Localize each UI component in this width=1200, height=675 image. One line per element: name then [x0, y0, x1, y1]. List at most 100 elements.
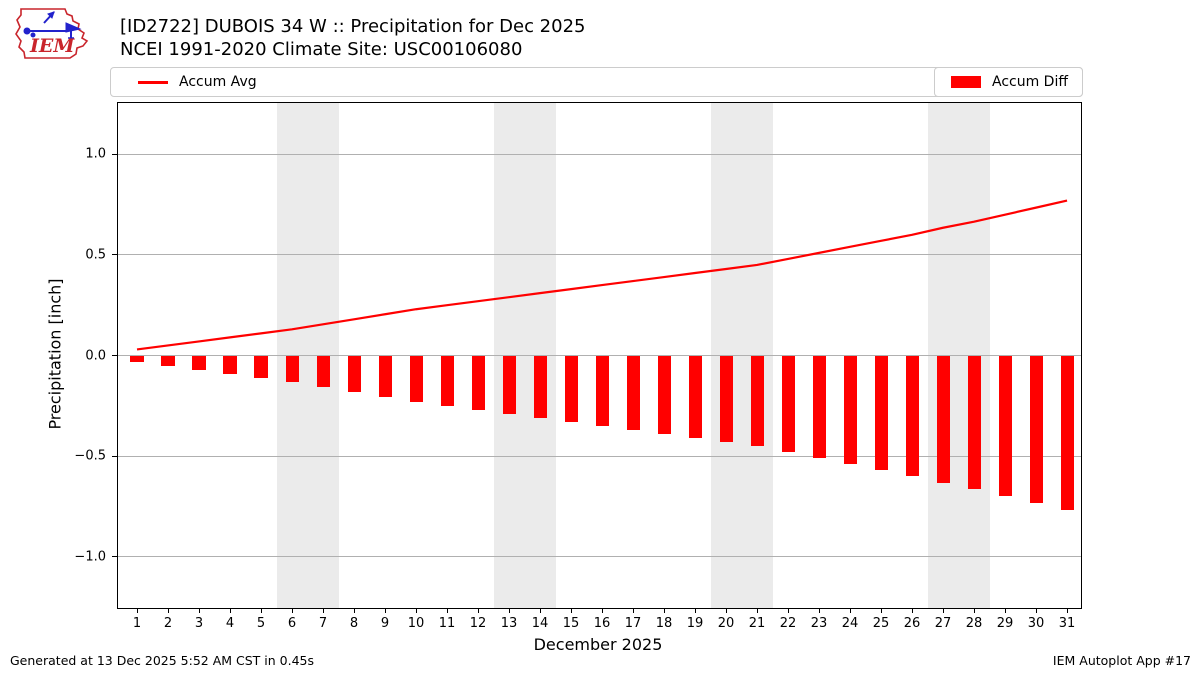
x-tick-label: 17: [624, 616, 642, 631]
x-tick-mark: [880, 608, 882, 613]
x-tick-mark: [353, 608, 355, 613]
x-tick-mark: [694, 608, 696, 613]
x-tick-mark: [260, 608, 262, 613]
accum-diff-bar: [440, 355, 454, 406]
accum-diff-bar: [595, 355, 609, 426]
x-tick-label: 8: [349, 616, 359, 631]
x-tick-label: 22: [779, 616, 797, 631]
y-tick-mark: [112, 355, 117, 356]
x-tick-mark: [477, 608, 479, 613]
gridline: [118, 455, 1081, 457]
gridline: [118, 556, 1081, 558]
y-tick-mark: [112, 153, 117, 155]
x-tick-mark: [849, 608, 851, 613]
y-tick-mark: [112, 556, 117, 558]
accum-diff-bar: [719, 355, 733, 442]
x-tick-label: 24: [841, 616, 859, 631]
legend-accum-avg-label: Accum Avg: [179, 74, 257, 90]
x-axis-label: December 2025: [533, 635, 663, 654]
accum-diff-bar: [378, 355, 392, 397]
x-tick-mark: [756, 608, 758, 613]
x-tick-mark: [539, 608, 541, 613]
x-tick-mark: [973, 608, 975, 613]
accum-diff-bar: [1060, 355, 1074, 511]
accum-diff-bar: [130, 355, 144, 362]
x-tick-mark: [446, 608, 448, 613]
y-tick-label: 1.0: [85, 146, 106, 162]
x-tick-label: 7: [318, 616, 328, 631]
x-tick-label: 4: [225, 616, 235, 631]
x-tick-mark: [167, 608, 169, 613]
x-tick-label: 20: [717, 616, 735, 631]
x-tick-label: 12: [469, 616, 487, 631]
x-tick-label: 15: [562, 616, 580, 631]
x-tick-mark: [508, 608, 510, 613]
legend: Accum Avg Accum Diff: [110, 67, 1083, 97]
accum-diff-bar: [843, 355, 857, 465]
weathervane-icon: [23, 11, 82, 40]
accum-diff-bar: [812, 355, 826, 459]
x-tick-label: 6: [287, 616, 297, 631]
x-tick-label: 5: [256, 616, 266, 631]
accum-diff-bar: [1029, 355, 1043, 504]
x-tick-label: 16: [593, 616, 611, 631]
accum-diff-bar: [285, 355, 299, 382]
x-tick-mark: [942, 608, 944, 613]
x-tick-label: 27: [934, 616, 952, 631]
x-tick-mark: [725, 608, 727, 613]
y-tick-mark: [112, 455, 117, 457]
x-tick-mark: [570, 608, 572, 613]
accum-diff-bar: [564, 355, 578, 422]
accum-diff-bar: [316, 355, 330, 387]
x-tick-mark: [384, 608, 386, 613]
plot-area: 1.0 0.5 0.0 −0.5 −1.0 1 2 3 4 5 6 7 8 9 10 11 12 13 14 15 16…: [74, 102, 1082, 631]
accum-diff-bar: [688, 355, 702, 438]
x-tick-mark: [291, 608, 293, 613]
x-tick-label: 23: [810, 616, 828, 631]
x-tick-label: 9: [380, 616, 390, 631]
x-tick-label: 10: [407, 616, 425, 631]
page-title: [ID2722] DUBOIS 34 W :: Precipitation fo…: [120, 16, 586, 37]
x-tick-mark: [198, 608, 200, 613]
x-tick-label: 31: [1058, 616, 1076, 631]
x-tick-mark: [415, 608, 417, 613]
x-tick-mark: [911, 608, 913, 613]
x-tick-mark: [601, 608, 603, 613]
x-tick-label: 14: [531, 616, 549, 631]
accum-diff-bar: [409, 355, 423, 402]
iem-logo: IEM: [8, 5, 94, 63]
accum-avg-line-swatch: [138, 80, 168, 84]
x-tick-label: 3: [194, 616, 204, 631]
generated-timestamp: Generated at 13 Dec 2025 5:52 AM CST in …: [10, 653, 314, 668]
x-tick-mark: [1035, 608, 1037, 613]
accum-diff-bar: [223, 355, 237, 374]
x-tick-mark: [136, 608, 138, 613]
app-reference: IEM Autoplot App #17: [1052, 653, 1191, 668]
accum-diff-bar: [905, 355, 919, 477]
x-tick-label: 28: [965, 616, 983, 631]
accum-diff-bar: [254, 355, 268, 378]
y-tick-mark: [112, 254, 117, 256]
x-tick-label: 29: [996, 616, 1014, 631]
accum-diff-bar: [502, 355, 516, 414]
x-tick-label: 13: [500, 616, 518, 631]
x-tick-mark: [632, 608, 634, 613]
x-tick-label: 26: [903, 616, 921, 631]
gridline: [118, 254, 1081, 256]
accum-diff-bar: [192, 355, 206, 370]
gridline: [118, 153, 1081, 155]
accum-diff-bar: [471, 355, 485, 410]
y-tick-label: 0.5: [85, 247, 106, 263]
x-tick-mark: [1004, 608, 1006, 613]
x-tick-mark: [818, 608, 820, 613]
x-tick-label: 18: [655, 616, 673, 631]
accum-diff-bar: [750, 355, 764, 447]
x-tick-mark: [322, 608, 324, 613]
accum-diff-bar: [967, 355, 981, 490]
x-tick-mark: [663, 608, 665, 613]
x-tick-mark: [1066, 608, 1068, 613]
x-tick-label: 11: [438, 616, 456, 631]
x-tick-mark: [787, 608, 789, 613]
y-tick-label: 0.0: [85, 348, 106, 363]
accum-diff-bar: [998, 355, 1012, 497]
